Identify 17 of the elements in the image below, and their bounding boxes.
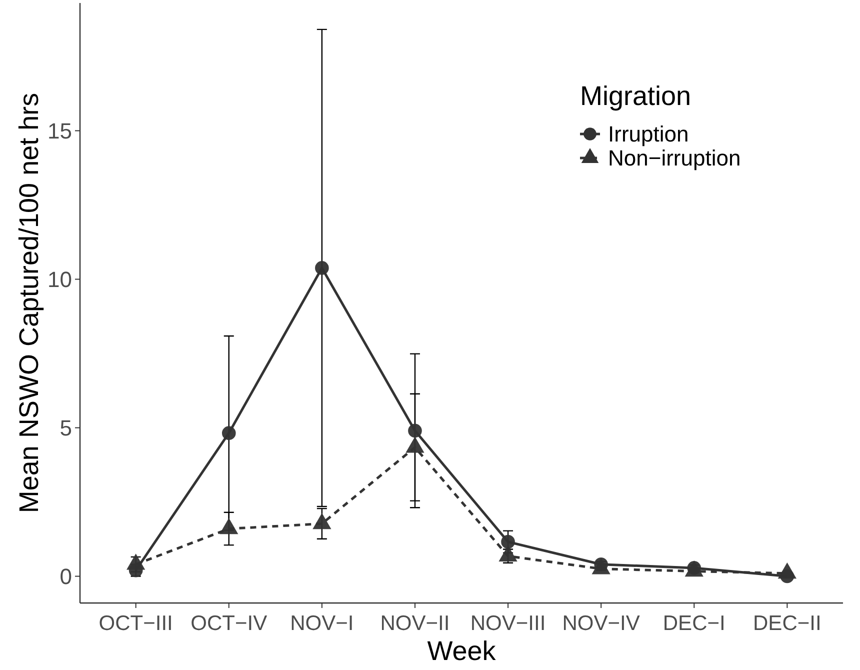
legend-title: Migration xyxy=(580,81,692,111)
x-axis-title: Week xyxy=(427,636,496,666)
x-tick-label: NOV−III xyxy=(470,612,546,635)
x-tick-label: OCT−III xyxy=(98,612,173,635)
y-tick-label: 5 xyxy=(60,415,72,440)
x-tick-label: NOV−IV xyxy=(562,612,640,635)
y-tick-label: 10 xyxy=(48,266,72,292)
x-tick-label: DEC−I xyxy=(662,612,726,635)
legend-label: Irruption xyxy=(608,122,689,147)
x-tick-label: OCT−IV xyxy=(190,612,268,635)
y-tick-label: 0 xyxy=(60,564,72,589)
x-tick-label: DEC−II xyxy=(753,612,822,635)
y-axis-title: Mean NSWO Captured/100 net hrs xyxy=(14,92,44,514)
x-tick-label: NOV−I xyxy=(290,612,354,635)
legend-label: Non−irruption xyxy=(608,146,741,171)
y-tick-label: 15 xyxy=(48,118,72,144)
x-tick-label: NOV−II xyxy=(380,612,450,635)
